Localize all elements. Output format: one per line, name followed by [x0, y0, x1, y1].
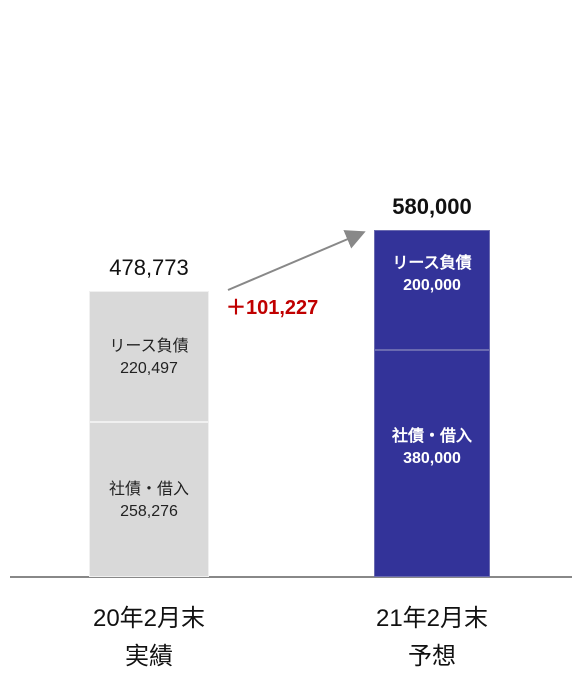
data-label: 380,000: [403, 450, 461, 468]
data-label: 220,497: [120, 359, 178, 377]
x-tick-label: 20年2月末 実績: [92, 605, 206, 670]
arrow: [227, 230, 366, 291]
bar: リース負債 220,497: [89, 290, 209, 423]
segment-label: 社債・借入: [391, 428, 472, 446]
total-label: 580,000: [392, 194, 472, 219]
bar: 社債・借入 258,276: [89, 422, 209, 577]
annotation: ＋101,227: [226, 297, 319, 319]
segment-label: リース負債: [392, 254, 472, 272]
segment-label: リース負債: [109, 337, 189, 355]
data-label: 258,276: [120, 502, 178, 520]
bar: 社債・借入 380,000: [374, 349, 490, 577]
data-label: 200,000: [403, 276, 461, 294]
bar: リース負債 200,000: [374, 230, 490, 350]
total-label: 478,773: [109, 254, 189, 280]
x-tick-label: 21年2月末 予想: [375, 605, 489, 670]
segment-label: 社債・借入: [108, 480, 189, 498]
